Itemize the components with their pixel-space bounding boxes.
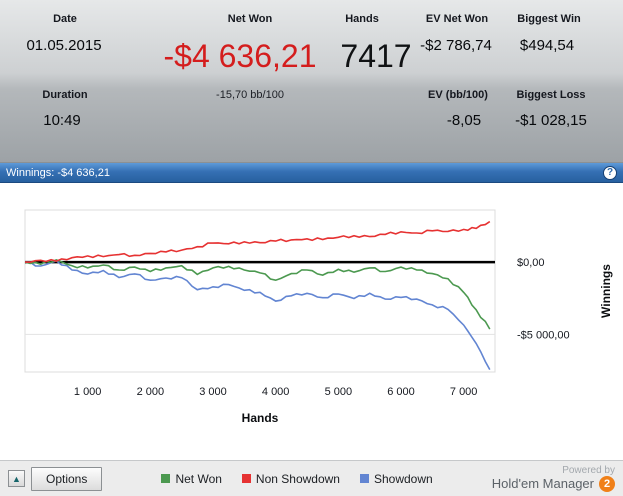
svg-text:7 000: 7 000 <box>450 386 478 398</box>
svg-text:3 000: 3 000 <box>199 386 227 398</box>
net-won-bb100: -15,70 bb/100 <box>216 89 284 101</box>
svg-text:6 000: 6 000 <box>387 386 415 398</box>
legend-label-net-won: Net Won <box>175 471 222 486</box>
svg-text:2 000: 2 000 <box>137 386 165 398</box>
bottom-bar: ▲ Options Net Won Non Showdown Showdown … <box>0 460 623 496</box>
date-value: 01.05.2015 <box>26 37 102 54</box>
expand-arrow-icon: ▲ <box>12 473 21 484</box>
net-won-swatch-icon <box>161 474 171 483</box>
help-icon[interactable]: ? <box>603 165 617 180</box>
options-button[interactable]: Options <box>31 466 103 491</box>
expand-panel-button[interactable]: ▲ <box>8 470 25 487</box>
biggest-loss-label: Biggest Loss <box>516 89 586 101</box>
legend-item-showdown[interactable]: Showdown <box>359 471 433 486</box>
ev-net-won-label: EV Net Won <box>425 13 489 25</box>
brand-name: Hold'em Manager <box>491 475 594 491</box>
date-label: Date <box>53 13 77 25</box>
winnings-title: Winnings: -$4 636,21 <box>6 166 110 179</box>
chart-legend: Net Won Non Showdown Showdown <box>108 472 485 486</box>
winnings-chart-area: 1 000 2 000 3 000 4 000 5 000 6 000 7 000 $0,00… <box>0 183 623 460</box>
hm2-logo-icon: 2 <box>599 476 615 493</box>
non-showdown-swatch-icon <box>241 474 251 483</box>
biggest-win-value: $494,54 <box>519 37 575 54</box>
svg-text:4 000: 4 000 <box>262 386 290 398</box>
biggest-loss-value: -$1 028,15 <box>515 112 587 129</box>
svg-text:Winnings: Winnings <box>599 264 613 318</box>
svg-text:1 000: 1 000 <box>74 386 102 398</box>
svg-text:Hands: Hands <box>242 411 279 425</box>
legend-label-showdown: Showdown <box>373 471 433 486</box>
brand-line: Hold'em Manager 2 <box>491 475 615 493</box>
ev-bb100-label: EV (bb/100) <box>428 89 488 101</box>
svg-text:5 000: 5 000 <box>325 386 353 398</box>
winnings-titlebar: Winnings: -$4 636,21 ? <box>0 163 623 183</box>
powered-by-text: Powered by <box>562 464 615 476</box>
legend-item-non-showdown[interactable]: Non Showdown <box>241 471 340 486</box>
legend-label-non-showdown: Non Showdown <box>255 471 340 486</box>
ev-net-won-value: -$2 786,74 <box>420 37 492 54</box>
duration-label: Duration <box>42 89 88 101</box>
winnings-chart: 1 000 2 000 3 000 4 000 5 000 6 000 7 000 $0,00… <box>24 209 613 425</box>
brand-area: Powered by Hold'em Manager 2 <box>492 465 615 493</box>
ev-bb100-value: -8,05 <box>446 112 482 129</box>
svg-text:$0,00: $0,00 <box>517 257 545 269</box>
hands-label: Hands <box>345 13 379 25</box>
net-won-value: -$4 636,21 <box>163 38 317 74</box>
biggest-win-label: Biggest Win <box>517 13 581 25</box>
showdown-swatch-icon <box>359 474 369 483</box>
net-won-label: Net Won <box>227 13 273 25</box>
stats-panel: Date 01.05.2015 Net Won -$4 636,21 -15,7… <box>0 0 623 163</box>
svg-text:-$5 000,00: -$5 000,00 <box>517 329 570 341</box>
hands-value: 7417 <box>340 38 412 74</box>
duration-value: 10:49 <box>43 112 81 129</box>
legend-item-net-won[interactable]: Net Won <box>161 471 222 486</box>
